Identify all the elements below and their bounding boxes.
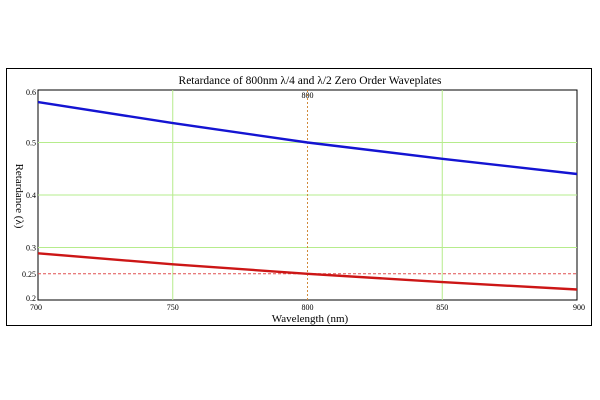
y-tick-label: 0.2: [26, 294, 36, 303]
y-tick-label: 0.3: [26, 244, 36, 253]
y-axis-label: Retardance (λ): [13, 164, 25, 229]
y-tick-label: 0.5: [26, 139, 36, 148]
plot-area: 800: [37, 89, 578, 301]
reference-lines: 800: [38, 90, 577, 300]
y-tick-label: 0.6: [26, 88, 36, 97]
x-tick-label: 700: [30, 303, 42, 312]
vertical-marker-label: 800: [302, 91, 314, 100]
x-tick-label: 850: [436, 303, 448, 312]
y-tick-label: 0.4: [26, 191, 36, 200]
series-line-1: [37, 100, 578, 176]
x-axis-label: Wavelength (nm): [272, 313, 349, 325]
y-tick-labels: 0.2 0.25 0.3 0.4 0.5 0.6: [22, 88, 36, 303]
x-tick-label: 900: [573, 303, 585, 312]
x-tick-label: 750: [167, 303, 179, 312]
series-line-2: [37, 252, 578, 291]
x-tick-labels: 700 750 800 850 900: [30, 303, 585, 312]
y-tick-label: 0.25: [22, 270, 36, 279]
x-tick-label: 800: [302, 303, 314, 312]
data-series: [37, 100, 578, 291]
chart-title: Retardance of 800nm λ/4 and λ/2 Zero Ord…: [179, 75, 442, 87]
